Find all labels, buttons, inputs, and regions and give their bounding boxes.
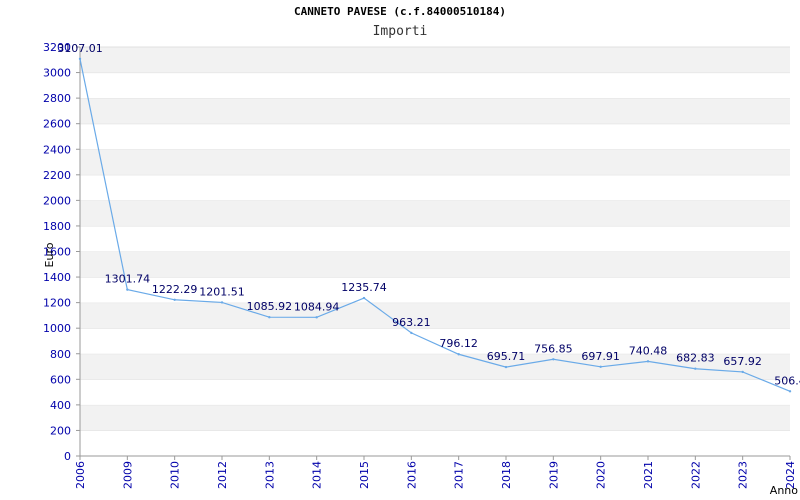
grid-bands bbox=[80, 46, 790, 456]
x-tick-label: 2016 bbox=[405, 461, 418, 489]
grid-band bbox=[80, 404, 790, 431]
y-tick-label: 2200 bbox=[43, 169, 71, 182]
x-axis-title: Anno bbox=[770, 484, 798, 497]
x-tick-label: 2009 bbox=[121, 461, 134, 489]
y-tick-label: 3200 bbox=[43, 41, 71, 54]
data-label: 506.4 bbox=[774, 374, 800, 387]
x-tick-label: 2021 bbox=[642, 461, 655, 489]
y-tick-label: 2600 bbox=[43, 118, 71, 131]
series-line-group bbox=[78, 57, 792, 393]
x-tick-label: 2013 bbox=[263, 461, 276, 489]
y-tick-label: 1000 bbox=[43, 322, 71, 335]
data-label: 657.92 bbox=[723, 355, 762, 368]
data-point bbox=[646, 360, 650, 363]
data-point bbox=[220, 301, 224, 304]
y-tick-label: 600 bbox=[50, 373, 71, 386]
data-point bbox=[268, 316, 271, 319]
data-label: 1201.51 bbox=[199, 285, 245, 298]
grid-band bbox=[80, 379, 790, 405]
data-point bbox=[741, 370, 744, 374]
grid-band bbox=[80, 200, 790, 226]
y-tick-label: 1200 bbox=[43, 297, 71, 310]
data-label: 1085.92 bbox=[247, 300, 293, 313]
chart-title: CANNETO PAVESE (c.f.84000510184) bbox=[294, 5, 506, 18]
data-label: 1301.74 bbox=[105, 273, 151, 286]
y-tick-label: 3000 bbox=[43, 67, 71, 80]
data-label: 796.12 bbox=[439, 337, 478, 350]
y-tick-label: 0 bbox=[64, 450, 71, 463]
grid-band bbox=[80, 98, 790, 124]
data-label: 963.21 bbox=[392, 316, 431, 329]
x-tick-label: 2018 bbox=[500, 461, 513, 489]
grid-band bbox=[80, 225, 790, 252]
data-point bbox=[599, 365, 602, 368]
data-point bbox=[315, 316, 318, 319]
x-tick-labels: 2006 2009 2010 2012 2013 2014 2015 2016 2017 2018… bbox=[74, 456, 797, 489]
x-tick-label: 2015 bbox=[358, 461, 371, 489]
x-tick-label: 2010 bbox=[169, 461, 182, 489]
y-tick-label: 1800 bbox=[43, 220, 71, 233]
y-tick-label: 1400 bbox=[43, 271, 71, 284]
y-tick-labels: 0 200 400 600 800 1000 1200 1400 1600 1800 2000 220… bbox=[43, 41, 80, 463]
data-point bbox=[173, 298, 176, 301]
x-tick-label: 2019 bbox=[547, 461, 560, 489]
x-tick-label: 2023 bbox=[737, 461, 750, 489]
grid-band bbox=[80, 123, 790, 150]
x-tick-label: 2024 bbox=[784, 461, 797, 489]
grid-band bbox=[80, 72, 790, 99]
y-tick-label: 2000 bbox=[43, 194, 71, 207]
series-line bbox=[79, 58, 791, 392]
data-point bbox=[694, 367, 697, 370]
data-point bbox=[362, 296, 366, 300]
data-label: 682.83 bbox=[676, 352, 715, 365]
y-axis-title: Euro bbox=[43, 242, 56, 267]
x-tick-label: 2022 bbox=[689, 461, 702, 489]
data-label: 3107.01 bbox=[57, 42, 103, 55]
x-tick-label: 2017 bbox=[453, 461, 466, 489]
x-tick-label: 2020 bbox=[595, 461, 608, 489]
x-tick-label: 2014 bbox=[311, 461, 324, 489]
y-tick-label: 1600 bbox=[43, 246, 71, 259]
y-tick-label: 200 bbox=[50, 424, 71, 437]
data-label: 756.85 bbox=[534, 342, 573, 355]
grid-band bbox=[80, 251, 790, 278]
data-point bbox=[78, 57, 82, 61]
grid-band bbox=[80, 47, 790, 73]
data-label: 1222.29 bbox=[152, 283, 198, 296]
data-label: 740.48 bbox=[629, 344, 668, 357]
grid-band bbox=[80, 328, 790, 354]
x-tick-label: 2006 bbox=[74, 461, 87, 489]
data-point bbox=[504, 365, 508, 369]
grid-band bbox=[80, 277, 790, 303]
y-tick-label: 2400 bbox=[43, 143, 71, 156]
data-point bbox=[788, 390, 792, 393]
y-tick-label: 800 bbox=[50, 348, 71, 361]
grid-band bbox=[80, 174, 790, 201]
data-label: 695.71 bbox=[487, 350, 526, 363]
data-point bbox=[457, 353, 460, 356]
y-tick-label: 400 bbox=[50, 399, 71, 412]
grid-band bbox=[80, 302, 790, 329]
y-tick-label: 2800 bbox=[43, 92, 71, 105]
grid-band bbox=[80, 353, 790, 380]
data-point bbox=[552, 358, 555, 361]
grid-band bbox=[80, 430, 790, 456]
data-label: 1084.94 bbox=[294, 300, 340, 313]
data-label: 697.91 bbox=[581, 350, 620, 363]
chart-subtitle: Importi bbox=[372, 24, 428, 39]
data-label: 1235.74 bbox=[341, 281, 387, 294]
data-point bbox=[410, 331, 413, 335]
x-tick-label: 2012 bbox=[216, 461, 229, 489]
data-point bbox=[126, 288, 129, 291]
grid-band bbox=[80, 149, 790, 175]
